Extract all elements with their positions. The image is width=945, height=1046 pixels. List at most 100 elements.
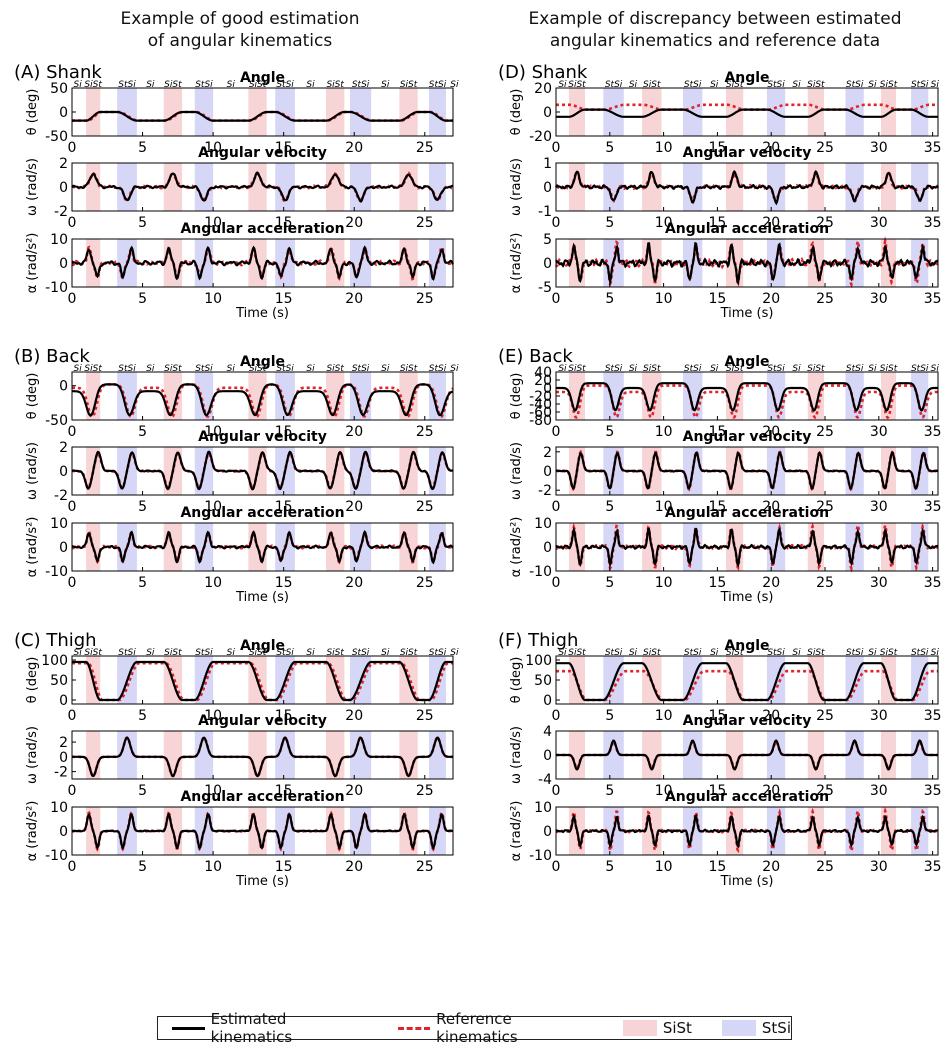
x-tick-label: 35 — [924, 140, 942, 156]
x-tick-label: 10 — [655, 291, 673, 307]
y-tick-label: -10 — [45, 280, 68, 296]
x-tick-label: 20 — [345, 708, 363, 724]
stsi-band — [429, 372, 446, 420]
phase-label: Si — [74, 648, 83, 658]
y-tick-label: -2 — [54, 204, 68, 220]
y-tick-label: 0 — [543, 105, 552, 121]
y-tick-label: 0 — [59, 824, 68, 840]
y-tick-label: 0 — [543, 256, 552, 272]
phase-label: StSi — [846, 364, 864, 374]
phase-label: Si — [227, 80, 236, 90]
sist-band — [880, 731, 897, 779]
x-tick-label: 15 — [708, 575, 726, 591]
x-tick-label: 0 — [68, 499, 77, 515]
phase-label: SiSt — [643, 648, 661, 658]
phase-label: StSi — [767, 364, 785, 374]
plot-frame — [71, 371, 454, 421]
y-tick-label: 50 — [534, 673, 552, 689]
x-tick-label: 5 — [605, 708, 614, 724]
stsi-band — [766, 163, 786, 211]
phase-label: Si — [931, 648, 940, 658]
subplot-title: Angular velocity — [198, 713, 327, 729]
stsi-band — [845, 163, 864, 211]
column-title-left: Example of good estimation of angular ki… — [40, 8, 440, 52]
phase-label: StSi — [846, 80, 864, 90]
x-tick-label: 15 — [708, 424, 726, 440]
x-tick-label: 25 — [816, 215, 834, 231]
y-axis-label: ω (rad/s) — [509, 726, 524, 784]
stsi-band — [275, 163, 295, 211]
subplot-title: Angle — [240, 638, 285, 654]
sist-band — [326, 731, 345, 779]
phase-label: StSi — [195, 364, 213, 374]
subplot-title: Angular velocity — [683, 145, 812, 161]
y-axis-label: α (rad/s²) — [25, 517, 40, 578]
sist-band — [163, 731, 183, 779]
phase-label: SiSt — [643, 364, 661, 374]
x-tick-label: 20 — [762, 859, 780, 875]
sist-band — [642, 163, 662, 211]
y-tick-label: 10 — [50, 800, 68, 816]
x-tick-label: 15 — [708, 859, 726, 875]
y-tick-label: 20 — [534, 373, 552, 389]
sist-band — [399, 88, 418, 136]
y-tick-label: 0 — [59, 750, 68, 766]
stsi-band — [275, 731, 295, 779]
subplot-title: Angular velocity — [198, 145, 327, 161]
x-tick-label: 30 — [870, 140, 888, 156]
x-tick-label: 0 — [68, 424, 77, 440]
phase-label: StSi — [684, 364, 702, 374]
y-axis-label: ω (rad/s) — [509, 442, 524, 500]
subplot-title: Angular acceleration — [665, 789, 829, 805]
x-tick-label: 0 — [68, 859, 77, 875]
estimated-series-line — [555, 813, 939, 849]
x-tick-label: 25 — [416, 291, 434, 307]
phase-label: SiSt — [249, 80, 267, 90]
phase-label: SiSt — [400, 648, 418, 658]
sist-band — [642, 372, 662, 420]
x-tick-label: 20 — [762, 140, 780, 156]
y-axis-label: θ (deg) — [25, 89, 40, 136]
x-tick-label: 25 — [816, 499, 834, 515]
x-tick-label: 5 — [605, 215, 614, 231]
phase-label: SiSt — [326, 80, 344, 90]
x-tick-label: 0 — [552, 291, 561, 307]
x-tick-label: 10 — [204, 215, 222, 231]
phase-label: SiSt — [568, 80, 586, 90]
phase-label: StSi — [605, 364, 623, 374]
sist-band — [726, 163, 744, 211]
x-tick-label: 0 — [552, 140, 561, 156]
phase-label: Si — [306, 648, 315, 658]
sist-band — [807, 163, 824, 211]
y-tick-label: 0 — [543, 381, 552, 397]
x-tick-label: 20 — [345, 859, 363, 875]
plot-frame — [71, 730, 454, 780]
x-tick-label: 10 — [655, 499, 673, 515]
phase-label: StSi — [118, 648, 136, 658]
y-axis-label: θ (deg) — [509, 89, 524, 136]
sist-band — [248, 163, 267, 211]
phase-label: StSi — [429, 648, 447, 658]
sist-band — [86, 88, 101, 136]
x-tick-label: 25 — [416, 708, 434, 724]
x-tick-label: 25 — [816, 140, 834, 156]
phase-label: SiSt — [880, 80, 898, 90]
y-tick-label: 2 — [59, 156, 68, 172]
reference-series-line — [556, 384, 938, 420]
y-tick-label: 0 — [543, 180, 552, 196]
phase-label: Si — [558, 80, 567, 90]
x-tick-label: 5 — [138, 783, 147, 799]
phase-label: Si — [792, 80, 801, 90]
x-tick-label: 30 — [870, 708, 888, 724]
phase-label: StSi — [767, 80, 785, 90]
y-tick-label: -5 — [538, 280, 552, 296]
phase-label: StSi — [118, 364, 136, 374]
subplot-title: Angle — [724, 354, 769, 370]
subplot-title: Angular velocity — [683, 713, 812, 729]
phase-label: SiSt — [164, 648, 182, 658]
